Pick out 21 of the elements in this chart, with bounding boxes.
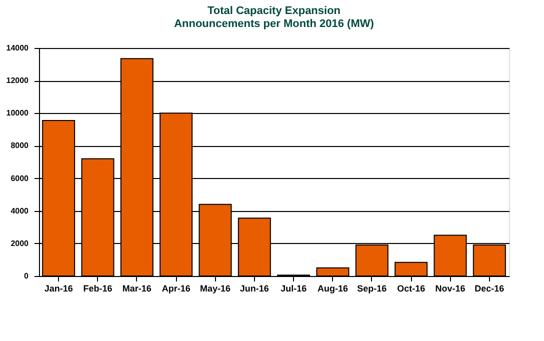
x-tick-label: Dec-16: [474, 284, 504, 294]
x-tick-label: Feb-16: [83, 284, 112, 294]
x-tick-label: Mar-16: [122, 284, 152, 294]
chart-title: Total Capacity Expansion Announcements per Month 2016 (MW): [174, 5, 374, 30]
y-tick-label: 6000: [10, 174, 30, 183]
x-tick-label: Sep-16: [357, 284, 387, 294]
x-tick-label: Jan-16: [44, 284, 73, 294]
y-tick-label: 4000: [10, 206, 30, 216]
y-tick-label: 12000: [6, 76, 30, 86]
x-tick-label: Nov-16: [435, 284, 466, 294]
x-tick-label: Apr-16: [162, 284, 190, 294]
y-tick-label: 14000: [6, 44, 30, 52]
x-tick-label: Jun-16: [240, 284, 269, 294]
y-tick-label: 0: [24, 272, 30, 280]
x-tick-label: Jul-16: [280, 284, 307, 294]
y-tick-label: 2000: [10, 238, 30, 248]
x-tick-label: Oct-16: [397, 284, 426, 294]
y-tick-label: 8000: [10, 141, 30, 150]
x-tick-label: Aug-16: [317, 284, 348, 294]
x-tick-label: May-16: [200, 284, 231, 294]
y-tick-label: 10000: [6, 108, 30, 118]
